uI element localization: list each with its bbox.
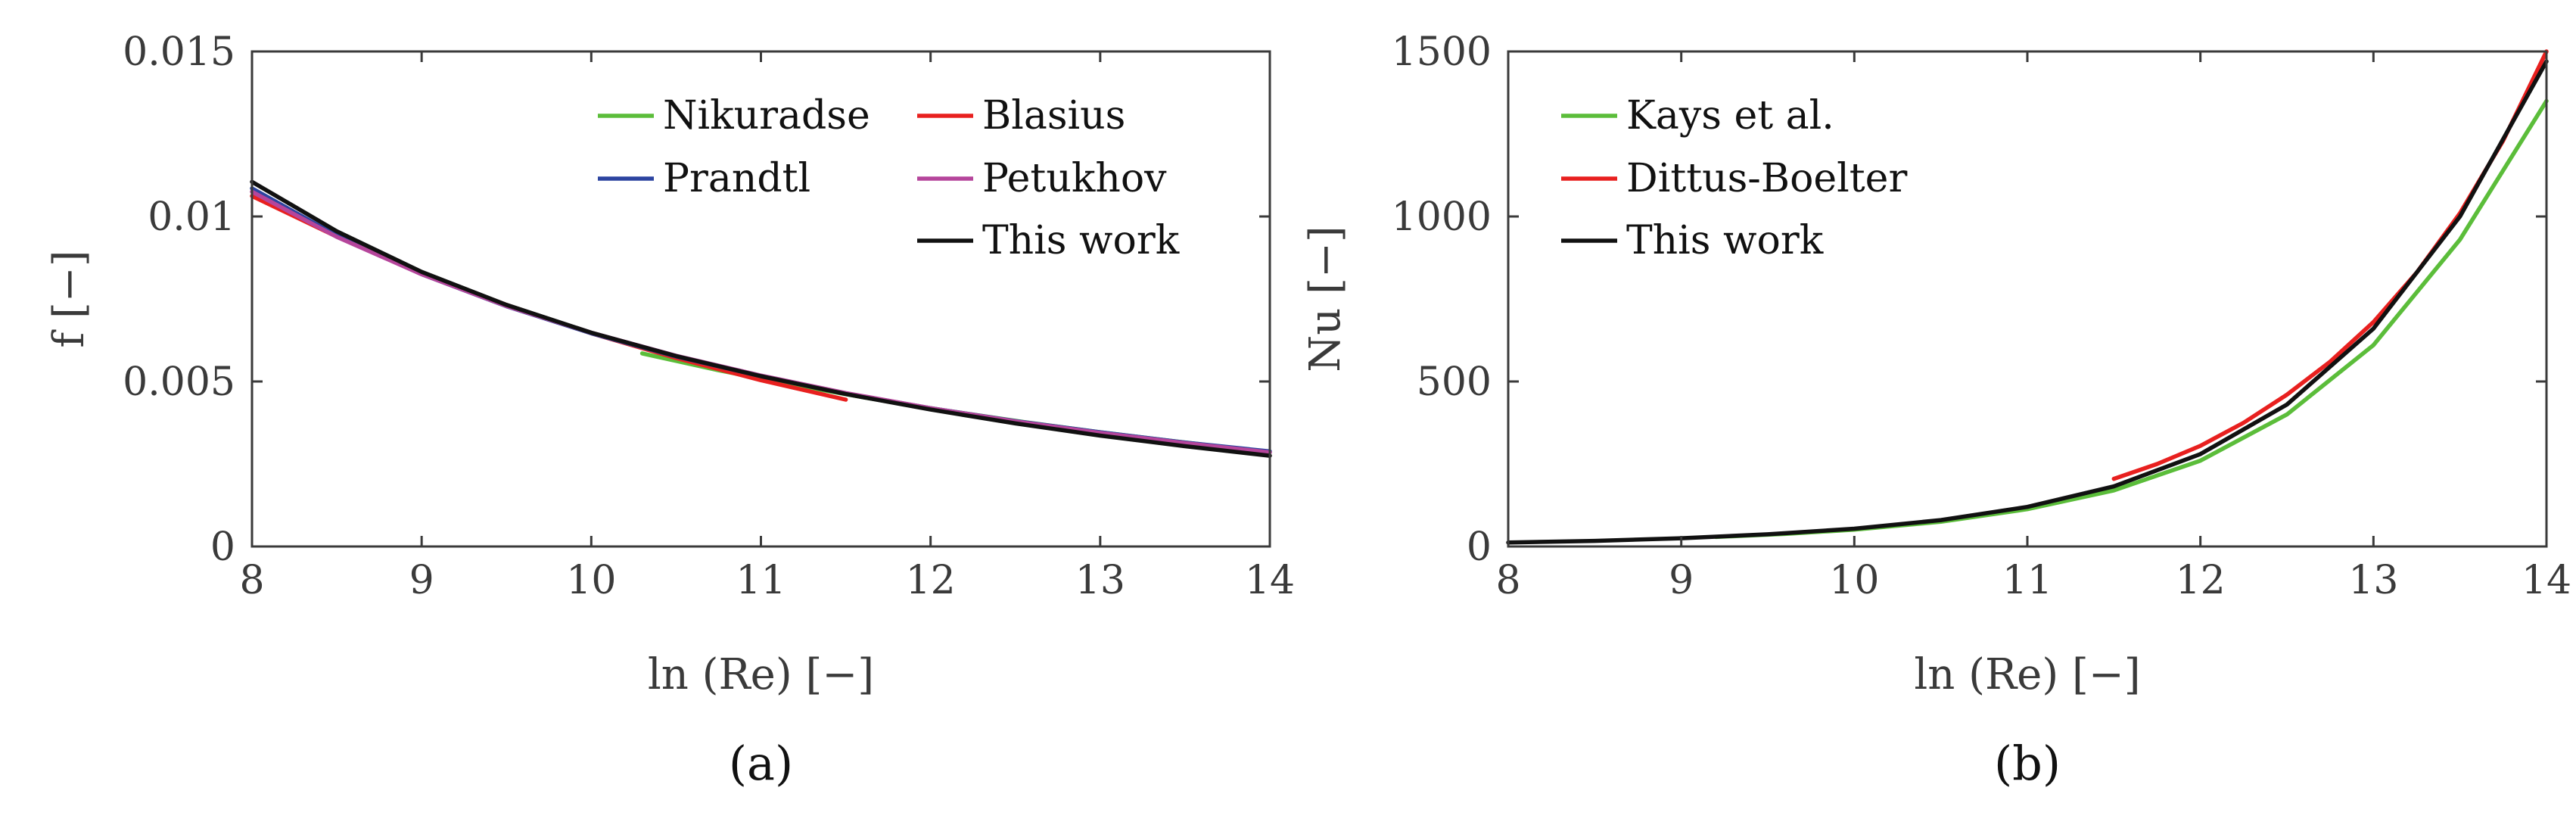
legend-entry-label: Blasius (982, 93, 1125, 139)
y-tick-label: 1500 (1392, 30, 1492, 75)
x-axis-label: ln (Re) [−] (1914, 650, 2140, 699)
x-tick-label: 10 (1829, 558, 1879, 603)
panel-b-chart: 8 9 10 11 12 13 14 0 500 1000 1500 ln (Re) [−] Nu [−… (1301, 30, 2571, 791)
y-tick-label: 0.005 (123, 360, 235, 405)
x-tick-label: 12 (906, 558, 956, 603)
x-tick-label: 13 (1075, 558, 1125, 603)
legend-entry-label: Dittus-Boelter (1626, 156, 1907, 201)
panel-a-chart: 8 9 10 11 12 13 14 0 0.005 0.01 0.015 ln (Re) [−] f … (45, 30, 1295, 791)
y-tick-label: 0 (1467, 525, 1492, 570)
x-tick-label: 8 (1495, 558, 1520, 603)
panel-label: (a) (729, 736, 793, 791)
legend-entry-label: This work (1626, 218, 1824, 263)
plot-area (252, 51, 1270, 546)
legend: Nikuradse Blasius Prandtl Petukhov This work (598, 93, 1180, 263)
y-tick-label: 0.01 (148, 195, 235, 240)
panel-label: (b) (1994, 736, 2061, 791)
legend-entry-label: Nikuradse (663, 93, 870, 139)
y-tick-label: 0.015 (123, 30, 235, 75)
y-axis-label: Nu [−] (1301, 226, 1350, 372)
plot-area (1508, 51, 2546, 546)
y-tick-label: 1000 (1392, 195, 1492, 240)
x-tick-label: 13 (2348, 558, 2398, 603)
y-tick-label: 0 (210, 525, 235, 570)
x-axis-label: ln (Re) [−] (648, 650, 874, 699)
legend-entry-label: Petukhov (982, 156, 1167, 201)
legend: Kays et al. Dittus-Boelter This work (1561, 93, 1907, 263)
x-tick-label: 14 (2522, 558, 2571, 603)
x-tick-label: 11 (736, 558, 786, 603)
y-tick-label: 500 (1417, 360, 1492, 405)
legend-entry-label: Kays et al. (1626, 93, 1834, 139)
series-line-this-work (250, 179, 1272, 458)
x-tick-label: 14 (1245, 558, 1295, 603)
x-tick-label: 12 (2176, 558, 2226, 603)
x-tick-label: 9 (1669, 558, 1694, 603)
x-tick-label: 11 (2002, 558, 2052, 603)
x-tick-label: 9 (409, 558, 434, 603)
x-tick-label: 10 (566, 558, 616, 603)
legend-entry-label: Prandtl (663, 156, 810, 201)
legend-entry-label: This work (982, 218, 1180, 263)
y-axis-label: f [−] (45, 250, 94, 347)
x-tick-label: 8 (239, 558, 264, 603)
